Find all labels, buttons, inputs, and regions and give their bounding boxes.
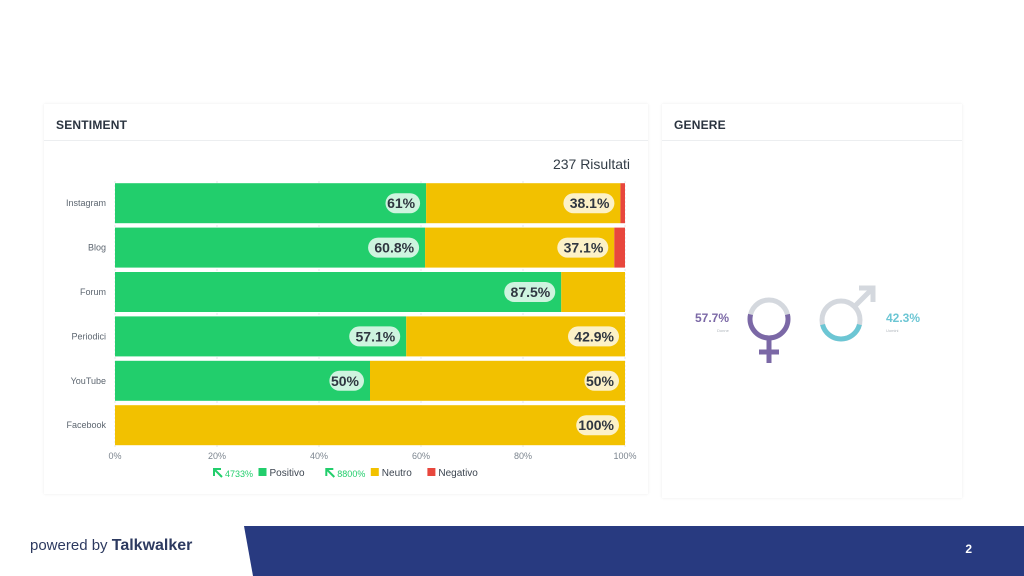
data-label: 37.1% xyxy=(564,240,604,256)
category-label: Facebook xyxy=(66,420,106,430)
footer-band xyxy=(244,526,1024,576)
bar-negativo xyxy=(620,183,625,224)
legend-label: Positivo xyxy=(270,468,305,479)
data-label-pill xyxy=(329,370,364,391)
data-label-pill xyxy=(385,193,421,214)
data-label-pill xyxy=(504,282,556,302)
bar-positivo xyxy=(115,183,427,224)
data-label-pill xyxy=(349,326,401,347)
male-percentage: 42.3% xyxy=(886,311,921,325)
brand-name: Talkwalker xyxy=(111,537,193,554)
page-number: 2 xyxy=(965,542,972,556)
x-tick-label: 100% xyxy=(613,451,636,461)
male-sub-label: Uomini xyxy=(886,328,899,333)
bar-positivo xyxy=(115,360,370,401)
powered-by-text: powered by xyxy=(30,537,108,554)
female-symbol-icon xyxy=(747,297,791,363)
category-label: Periodici xyxy=(71,331,106,341)
powered-by-logo: powered by Talkwalker xyxy=(30,537,192,555)
data-label: 38.1% xyxy=(570,195,610,211)
category-label: Blog xyxy=(88,243,106,253)
data-label-pill xyxy=(368,237,420,258)
sentiment-panel: SENTIMENT 237 Risultati 0% 20% 40% 60% 80% 10… xyxy=(44,104,648,494)
data-label: 61% xyxy=(387,195,416,211)
data-label: 50% xyxy=(586,373,615,389)
male-symbol-icon xyxy=(819,285,876,342)
data-label-pill xyxy=(568,326,619,347)
data-label-pill xyxy=(576,415,619,436)
data-label: 50% xyxy=(331,373,360,389)
legend-swatch xyxy=(427,468,436,476)
x-tick-label: 40% xyxy=(310,451,328,461)
data-label-pill xyxy=(563,193,615,214)
data-label: 87.5% xyxy=(511,284,551,300)
category-label: YouTube xyxy=(71,376,106,386)
x-tick-label: 0% xyxy=(108,451,121,461)
trend-arrow-icon xyxy=(325,468,336,478)
bar-positivo xyxy=(115,272,562,312)
sentiment-title-divider xyxy=(44,140,648,141)
data-label-pill xyxy=(584,370,619,391)
bar-neutro xyxy=(370,360,625,401)
legend-trend-label: 8800% xyxy=(337,469,365,479)
genere-title: GENERE xyxy=(674,118,726,132)
data-label: 42.9% xyxy=(574,328,614,344)
x-tick-label: 60% xyxy=(412,451,430,461)
legend-trend-label: 4733% xyxy=(225,469,253,479)
legend-label: Negativo xyxy=(438,468,478,479)
category-label: Instagram xyxy=(66,198,106,208)
legend-swatch xyxy=(258,468,267,476)
female-percentage: 57.7% xyxy=(695,311,730,325)
x-tick-label: 80% xyxy=(514,451,532,461)
data-label-pill xyxy=(557,237,609,258)
genere-title-divider xyxy=(662,140,962,141)
bar-neutro xyxy=(115,405,625,446)
x-tick-label: 20% xyxy=(208,451,226,461)
trend-arrow-icon xyxy=(213,468,223,478)
data-label: 57.1% xyxy=(356,328,396,344)
data-label: 100% xyxy=(578,417,614,433)
genere-panel: GENERE 57.7% Donne 42.3% Uomini xyxy=(662,104,962,498)
data-label: 60.8% xyxy=(374,240,414,256)
sentiment-title: SENTIMENT xyxy=(56,118,128,132)
bar-negativo xyxy=(614,227,625,268)
legend-label: Neutro xyxy=(382,468,412,479)
category-label: Forum xyxy=(80,287,106,297)
results-count: 237 Risultati xyxy=(552,156,630,172)
bar-neutro xyxy=(561,272,625,312)
female-sub-label: Donne xyxy=(717,328,729,333)
legend-swatch xyxy=(370,468,379,476)
sentiment-chart: 0% 20% 40% 60% 80% 100% Instagram 61% 38.1% Blog 6… xyxy=(66,181,637,479)
